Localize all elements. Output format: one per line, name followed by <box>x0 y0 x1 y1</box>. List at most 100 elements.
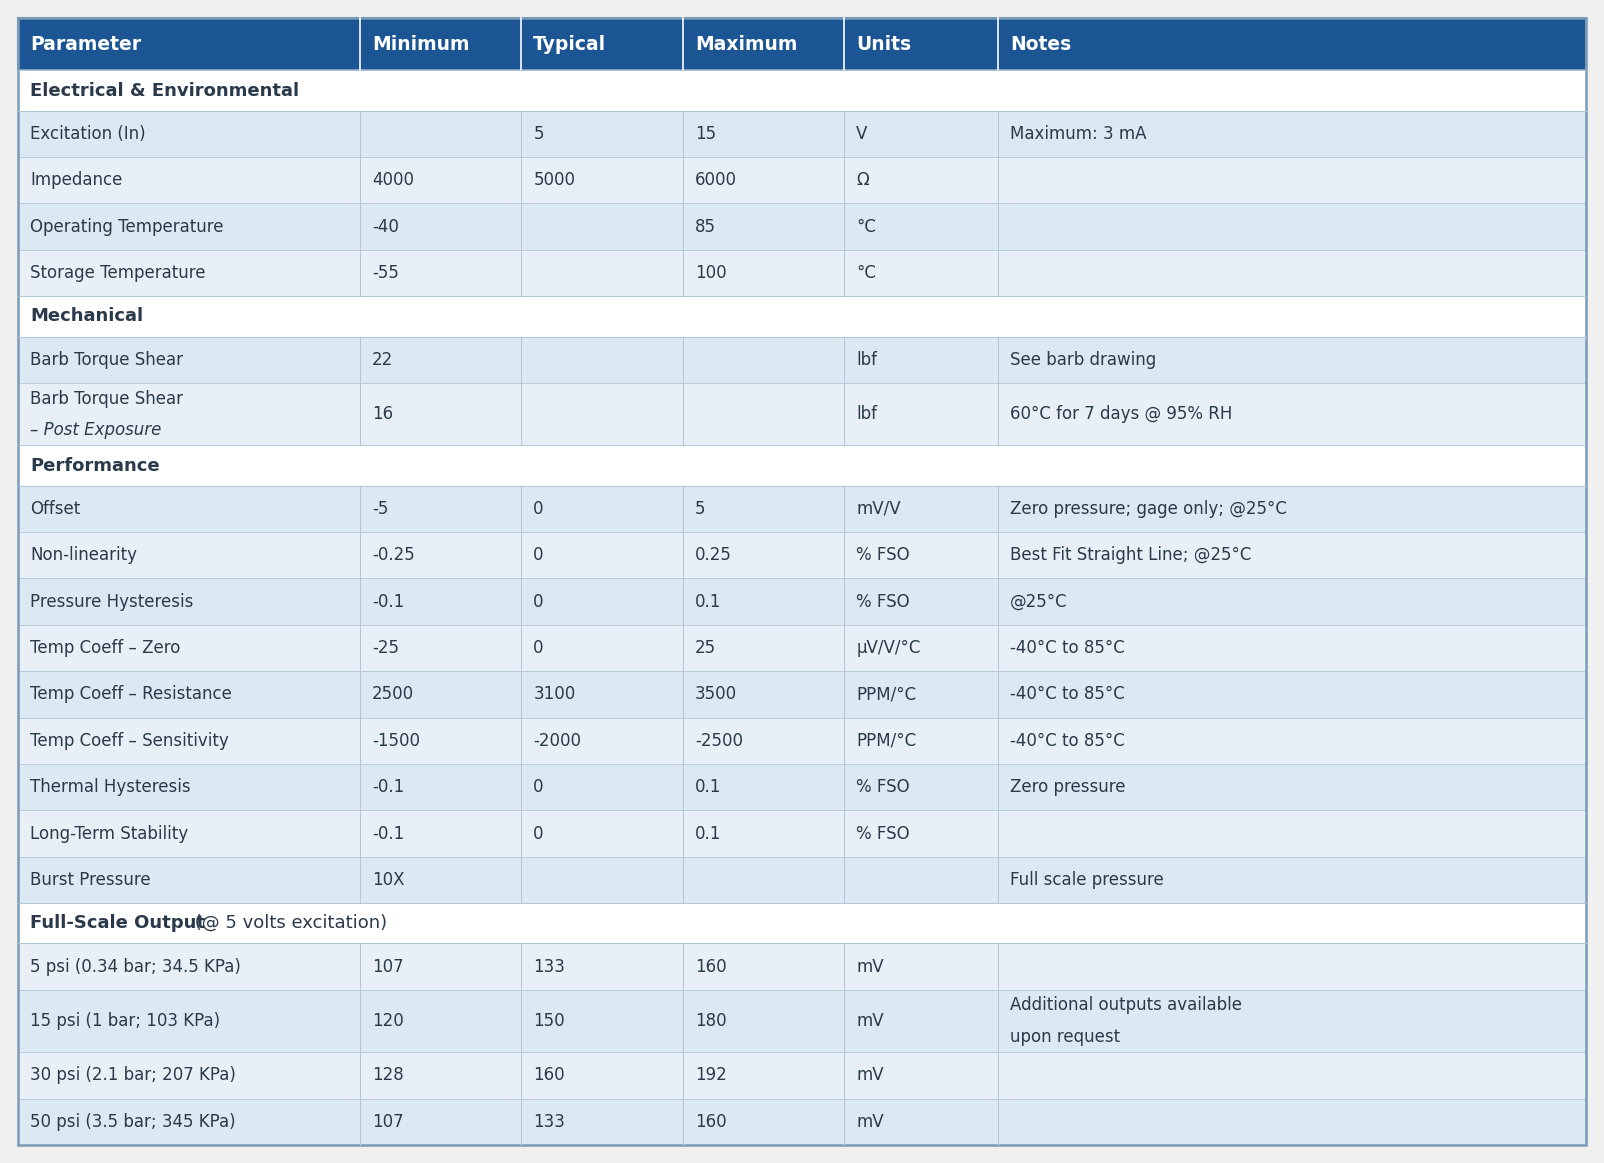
Text: 0: 0 <box>533 547 544 564</box>
Bar <box>18 383 1586 445</box>
Text: 0.1: 0.1 <box>695 593 722 611</box>
Text: mV: mV <box>857 957 884 976</box>
Text: Performance: Performance <box>30 457 160 475</box>
Text: 4000: 4000 <box>372 171 414 190</box>
Text: % FSO: % FSO <box>857 825 909 842</box>
Text: Long-Term Stability: Long-Term Stability <box>30 825 188 842</box>
Text: Ω: Ω <box>857 171 869 190</box>
Text: 160: 160 <box>695 957 727 976</box>
Text: 0: 0 <box>533 593 544 611</box>
Bar <box>18 857 1586 902</box>
Bar <box>18 718 1586 764</box>
Text: 3500: 3500 <box>695 685 736 704</box>
Bar <box>18 17 1586 71</box>
Bar <box>18 1099 1586 1146</box>
Text: PPM/°C: PPM/°C <box>857 685 916 704</box>
Text: % FSO: % FSO <box>857 547 909 564</box>
Text: Best Fit Straight Line; @25°C: Best Fit Straight Line; @25°C <box>1011 547 1251 564</box>
Text: 0.1: 0.1 <box>695 825 722 842</box>
Text: mV: mV <box>857 1066 884 1084</box>
Text: -2000: -2000 <box>533 732 581 750</box>
Text: -40: -40 <box>372 217 399 236</box>
Text: Temp Coeff – Sensitivity: Temp Coeff – Sensitivity <box>30 732 229 750</box>
Text: -0.25: -0.25 <box>372 547 414 564</box>
Text: Pressure Hysteresis: Pressure Hysteresis <box>30 593 194 611</box>
Bar <box>18 297 1586 336</box>
Text: (@ 5 volts excitation): (@ 5 volts excitation) <box>189 914 387 933</box>
Text: Storage Temperature: Storage Temperature <box>30 264 205 283</box>
Text: Maximum: Maximum <box>695 35 797 53</box>
Text: °C: °C <box>857 264 876 283</box>
Text: Full scale pressure: Full scale pressure <box>1011 871 1165 889</box>
Text: 100: 100 <box>695 264 727 283</box>
Text: -0.1: -0.1 <box>372 778 404 797</box>
Text: -0.1: -0.1 <box>372 593 404 611</box>
Text: 2500: 2500 <box>372 685 414 704</box>
Text: Burst Pressure: Burst Pressure <box>30 871 151 889</box>
Bar <box>18 486 1586 533</box>
Text: 0: 0 <box>533 778 544 797</box>
Text: Zero pressure; gage only; @25°C: Zero pressure; gage only; @25°C <box>1011 500 1286 518</box>
Text: 0.1: 0.1 <box>695 778 722 797</box>
Bar <box>18 671 1586 718</box>
Bar <box>18 157 1586 204</box>
Bar <box>18 204 1586 250</box>
Text: Impedance: Impedance <box>30 171 122 190</box>
Text: Operating Temperature: Operating Temperature <box>30 217 223 236</box>
Text: 0: 0 <box>533 638 544 657</box>
Text: 6000: 6000 <box>695 171 736 190</box>
Text: 5000: 5000 <box>533 171 576 190</box>
Bar <box>18 625 1586 671</box>
Text: lbf: lbf <box>857 351 877 369</box>
Text: 0: 0 <box>533 825 544 842</box>
Bar <box>18 445 1586 486</box>
Text: 5: 5 <box>695 500 706 518</box>
Text: Barb Torque Shear: Barb Torque Shear <box>30 351 183 369</box>
Text: Full-Scale Output: Full-Scale Output <box>30 914 205 933</box>
Text: See barb drawing: See barb drawing <box>1011 351 1156 369</box>
Text: 25: 25 <box>695 638 715 657</box>
Text: 107: 107 <box>372 957 404 976</box>
Text: 5: 5 <box>533 124 544 143</box>
Text: 5 psi (0.34 bar; 34.5 KPa): 5 psi (0.34 bar; 34.5 KPa) <box>30 957 241 976</box>
Text: 0: 0 <box>533 500 544 518</box>
Text: Units: Units <box>857 35 911 53</box>
Bar <box>18 336 1586 383</box>
Text: Non-linearity: Non-linearity <box>30 547 136 564</box>
Text: Excitation (In): Excitation (In) <box>30 124 146 143</box>
Bar <box>18 578 1586 625</box>
Text: 85: 85 <box>695 217 715 236</box>
Text: -1500: -1500 <box>372 732 420 750</box>
Text: -25: -25 <box>372 638 399 657</box>
Text: Notes: Notes <box>1011 35 1071 53</box>
Text: upon request: upon request <box>1011 1028 1120 1046</box>
Bar <box>18 811 1586 857</box>
Text: @25°C: @25°C <box>1011 593 1068 611</box>
Text: 22: 22 <box>372 351 393 369</box>
Text: -40°C to 85°C: -40°C to 85°C <box>1011 685 1124 704</box>
Text: 60°C for 7 days @ 95% RH: 60°C for 7 days @ 95% RH <box>1011 405 1232 423</box>
Text: 107: 107 <box>372 1113 404 1130</box>
Text: Temp Coeff – Zero: Temp Coeff – Zero <box>30 638 180 657</box>
Text: μV/V/°C: μV/V/°C <box>857 638 921 657</box>
Text: Typical: Typical <box>533 35 606 53</box>
Text: 120: 120 <box>372 1012 404 1030</box>
Text: Minimum: Minimum <box>372 35 470 53</box>
Bar <box>18 943 1586 990</box>
Text: -40°C to 85°C: -40°C to 85°C <box>1011 638 1124 657</box>
Text: 30 psi (2.1 bar; 207 KPa): 30 psi (2.1 bar; 207 KPa) <box>30 1066 236 1084</box>
Text: Thermal Hysteresis: Thermal Hysteresis <box>30 778 191 797</box>
Text: 128: 128 <box>372 1066 404 1084</box>
Text: % FSO: % FSO <box>857 778 909 797</box>
Text: Parameter: Parameter <box>30 35 141 53</box>
Text: % FSO: % FSO <box>857 593 909 611</box>
Text: -2500: -2500 <box>695 732 743 750</box>
Text: -5: -5 <box>372 500 388 518</box>
Text: 160: 160 <box>695 1113 727 1130</box>
Text: Temp Coeff – Resistance: Temp Coeff – Resistance <box>30 685 233 704</box>
Text: 150: 150 <box>533 1012 565 1030</box>
Text: 15 psi (1 bar; 103 KPa): 15 psi (1 bar; 103 KPa) <box>30 1012 220 1030</box>
Text: mV: mV <box>857 1012 884 1030</box>
Text: Additional outputs available: Additional outputs available <box>1011 997 1241 1014</box>
Text: 15: 15 <box>695 124 715 143</box>
